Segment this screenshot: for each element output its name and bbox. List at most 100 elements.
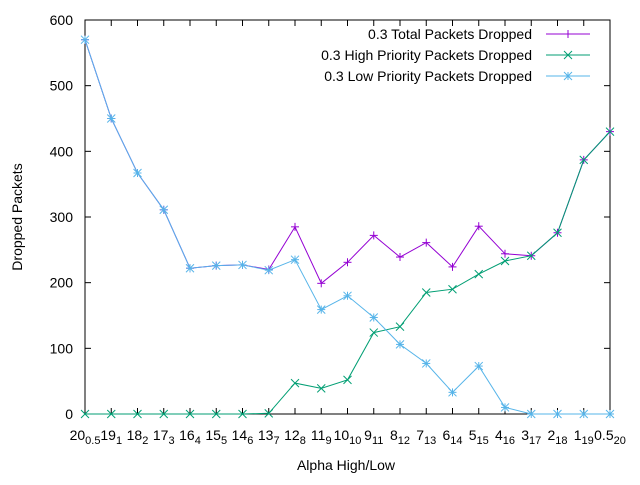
marker-stroke bbox=[579, 409, 589, 419]
marker-stroke bbox=[395, 340, 405, 349]
marker-stroke bbox=[369, 313, 379, 322]
x-tick-label: 119 bbox=[574, 427, 594, 447]
data-point bbox=[159, 409, 169, 419]
data-point bbox=[290, 378, 300, 388]
marker-stroke bbox=[421, 359, 431, 368]
marker-stroke bbox=[343, 291, 352, 301]
data-point bbox=[448, 387, 457, 397]
marker-stroke bbox=[238, 409, 247, 419]
y-tick-label: 600 bbox=[50, 12, 74, 28]
data-point bbox=[448, 262, 457, 271]
data-point bbox=[185, 263, 195, 273]
data-point bbox=[316, 305, 326, 314]
x-tick-label: 200.5 bbox=[70, 427, 101, 447]
x-tick-label: 119 bbox=[311, 427, 332, 447]
x-tick-label: 173 bbox=[153, 427, 175, 447]
data-point bbox=[316, 384, 326, 393]
data-point bbox=[291, 222, 299, 231]
data-point bbox=[80, 409, 90, 419]
marker-stroke bbox=[526, 251, 536, 261]
marker-stroke bbox=[238, 260, 247, 270]
data-point bbox=[395, 340, 405, 349]
data-point bbox=[369, 328, 379, 337]
marker-stroke bbox=[159, 205, 169, 215]
marker-stroke bbox=[106, 114, 116, 123]
data-point bbox=[369, 313, 379, 322]
x-tick-label: 713 bbox=[416, 427, 436, 447]
data-point bbox=[474, 361, 484, 371]
data-point bbox=[396, 253, 404, 262]
marker-stroke bbox=[316, 305, 326, 314]
x-tick-label: 515 bbox=[469, 427, 489, 447]
x-tick-label: 191 bbox=[100, 427, 122, 447]
marker-stroke bbox=[563, 71, 573, 81]
marker-stroke bbox=[395, 322, 405, 332]
marker-stroke bbox=[106, 409, 116, 419]
data-point bbox=[448, 284, 457, 294]
y-axis-title: Dropped Packets bbox=[9, 163, 25, 270]
data-point bbox=[133, 409, 142, 419]
y-tick-label: 400 bbox=[50, 143, 74, 159]
marker-stroke bbox=[500, 403, 510, 412]
marker-stroke bbox=[553, 409, 562, 419]
marker-stroke bbox=[605, 127, 615, 136]
data-point bbox=[553, 228, 562, 238]
x-axis-title: Alpha High/Low bbox=[297, 457, 396, 473]
marker-stroke bbox=[605, 409, 615, 419]
data-point bbox=[106, 114, 116, 123]
legend-marker-3 bbox=[563, 71, 573, 81]
data-point bbox=[501, 249, 509, 258]
data-point bbox=[579, 155, 589, 165]
x-tick-label: 1010 bbox=[334, 427, 362, 447]
data-point bbox=[159, 205, 169, 215]
data-point bbox=[526, 251, 536, 261]
marker-stroke bbox=[526, 409, 536, 419]
marker-stroke bbox=[579, 155, 589, 165]
y-tick-label: 200 bbox=[50, 275, 74, 291]
data-point bbox=[579, 409, 589, 419]
data-point bbox=[422, 238, 431, 247]
x-tick-label: 911 bbox=[364, 427, 383, 447]
data-point bbox=[553, 409, 562, 419]
marker-stroke bbox=[316, 384, 326, 393]
marker-stroke bbox=[80, 35, 90, 45]
data-point bbox=[421, 359, 431, 368]
marker-stroke bbox=[159, 409, 169, 419]
marker-stroke bbox=[80, 409, 90, 419]
x-tick-label: 182 bbox=[127, 427, 149, 447]
x-tick-label: 0.520 bbox=[594, 427, 626, 447]
data-point bbox=[317, 279, 326, 288]
series-line-3 bbox=[84, 39, 610, 415]
x-tick-label: 137 bbox=[258, 427, 280, 447]
marker-stroke bbox=[211, 409, 221, 419]
data-point bbox=[500, 256, 510, 266]
data-point bbox=[605, 127, 615, 136]
legend-marker-1 bbox=[564, 30, 572, 38]
marker-stroke bbox=[185, 409, 195, 419]
data-point bbox=[133, 168, 142, 178]
data-point bbox=[421, 288, 431, 297]
legend-label-3: 0.3 Low Priority Packets Dropped bbox=[324, 68, 532, 84]
x-tick-label: 614 bbox=[442, 427, 462, 447]
x-tick-label: 416 bbox=[495, 427, 515, 447]
data-point bbox=[474, 269, 484, 279]
marker-stroke bbox=[500, 256, 510, 266]
x-tick-label: 164 bbox=[179, 427, 201, 447]
x-tick-label: 812 bbox=[390, 427, 410, 447]
data-point bbox=[238, 409, 247, 419]
y-tick-label: 300 bbox=[50, 209, 74, 225]
data-point bbox=[185, 409, 195, 419]
marker-stroke bbox=[343, 375, 352, 385]
x-tick-label: 317 bbox=[521, 427, 541, 447]
data-point bbox=[343, 291, 352, 301]
y-tick-label: 100 bbox=[50, 340, 74, 356]
data-point bbox=[369, 231, 378, 240]
legend-label-2: 0.3 High Priority Packets Dropped bbox=[321, 47, 532, 63]
series-line-2 bbox=[85, 131, 611, 415]
marker-stroke bbox=[290, 378, 300, 388]
marker-stroke bbox=[474, 269, 484, 279]
marker-stroke bbox=[133, 168, 142, 178]
marker-stroke bbox=[264, 408, 274, 418]
data-point bbox=[500, 403, 510, 412]
